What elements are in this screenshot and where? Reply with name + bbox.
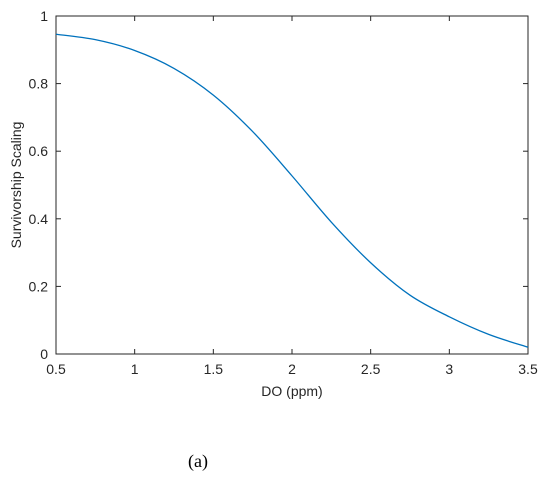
x-tick-label: 0.5 xyxy=(46,361,66,377)
x-tick-label: 1 xyxy=(131,361,139,377)
plot-area xyxy=(55,15,529,355)
x-tick-label: 2 xyxy=(288,361,296,377)
y-tick-label: 0.2 xyxy=(29,278,49,294)
figure-caption: (a) xyxy=(188,451,208,472)
y-tick-label: 0.4 xyxy=(29,211,49,227)
x-axis-ticks: 0.5 1 1.5 2 2.5 3 3.5 xyxy=(46,16,538,377)
y-tick-label: 1 xyxy=(40,8,48,24)
x-tick-label: 3.5 xyxy=(518,361,538,377)
y-axis-ticks: 0 0.2 0.4 0.6 0.8 1 xyxy=(29,8,528,362)
series-line xyxy=(55,33,529,348)
y-tick-label: 0.8 xyxy=(29,76,49,92)
plot-box xyxy=(55,15,529,355)
series-layer xyxy=(55,33,529,348)
x-axis-label: DO (ppm) xyxy=(261,383,322,399)
y-tick-label: 0 xyxy=(40,346,48,362)
x-tick-label: 3 xyxy=(445,361,453,377)
x-tick-label: 1.5 xyxy=(204,361,224,377)
x-tick-label: 2.5 xyxy=(361,361,381,377)
y-tick-label: 0.6 xyxy=(29,143,49,159)
y-axis-label: Survivorship Scaling xyxy=(8,122,24,249)
